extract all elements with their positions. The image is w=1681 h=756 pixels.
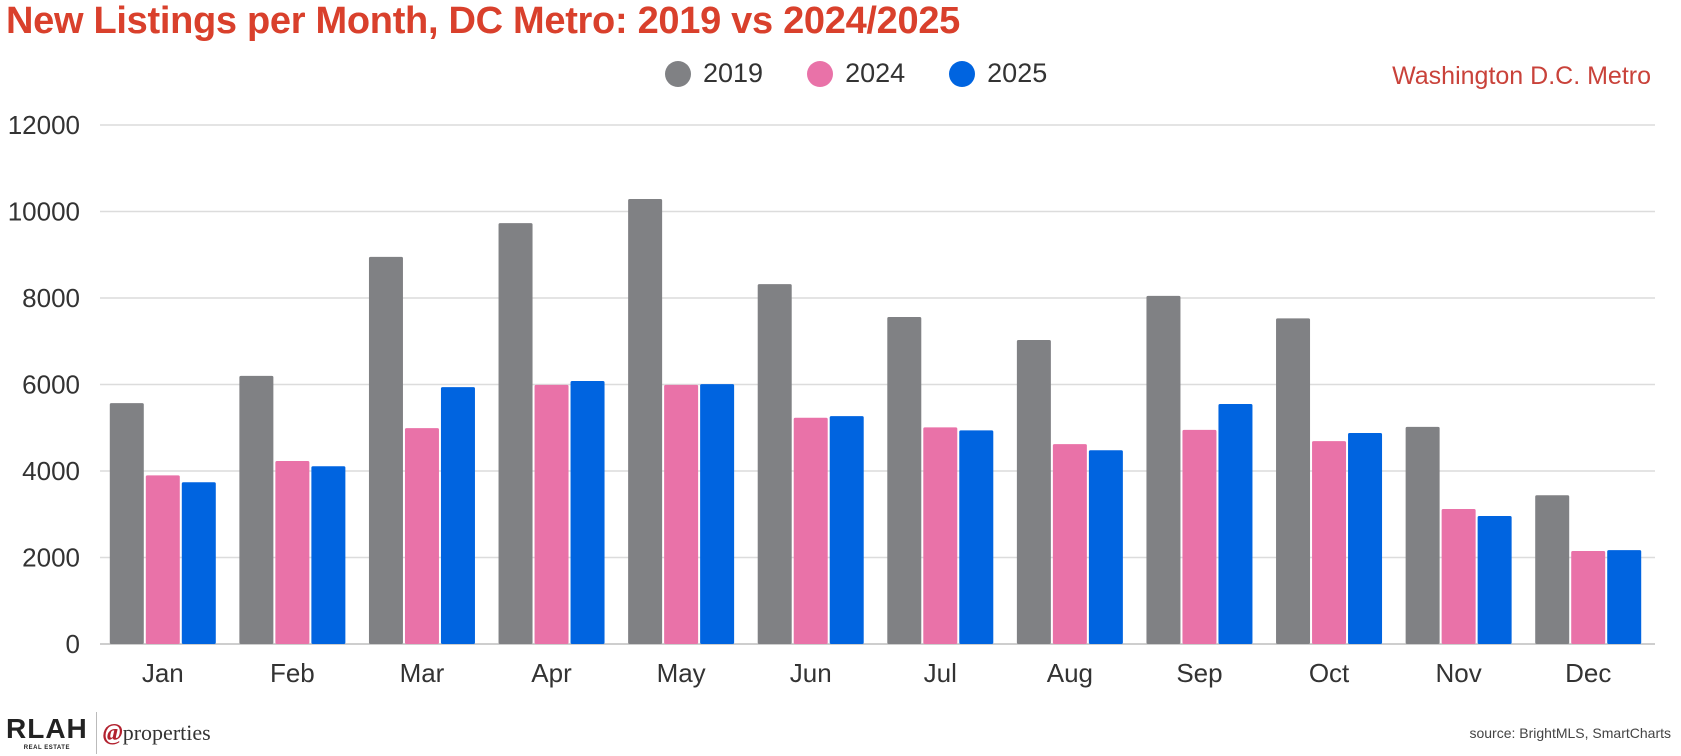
bar-2024-jan (145, 475, 180, 644)
y-tick-label: 0 (66, 629, 80, 659)
bar-2024-dec (1571, 551, 1606, 644)
bar-2025-feb (311, 466, 346, 644)
bar-2024-apr (534, 384, 569, 644)
bar-2019-jul (887, 317, 922, 644)
y-tick-label: 8000 (22, 283, 80, 313)
x-tick-label: Mar (400, 658, 445, 688)
chart-title: New Listings per Month, DC Metro: 2019 v… (6, 0, 961, 42)
bar-2025-aug (1088, 450, 1123, 644)
source-note: source: BrightMLS, SmartCharts (1469, 725, 1671, 741)
bar-2025-may (700, 384, 735, 644)
bar-2024-feb (275, 461, 310, 644)
bars (109, 198, 1642, 645)
bar-2019-may (628, 198, 663, 644)
bar-2019-mar (368, 256, 403, 644)
bar-2025-nov (1477, 515, 1512, 644)
y-axis-ticks: 0 2000 4000 6000 8000 10000 12000 (8, 110, 80, 659)
gridlines (100, 124, 1655, 645)
y-tick-label: 10000 (8, 197, 80, 227)
bar-2025-mar (440, 387, 475, 644)
legend: 2019 2024 2025 (665, 58, 1091, 89)
x-tick-label: Sep (1176, 658, 1222, 688)
x-tick-label: Jun (790, 658, 832, 688)
bar-2024-mar (404, 428, 439, 644)
y-tick-label: 4000 (22, 456, 80, 486)
y-tick-label: 6000 (22, 370, 80, 400)
bar-2025-jul (959, 430, 994, 644)
legend-swatch-2025 (949, 60, 976, 87)
x-tick-label: Aug (1047, 658, 1093, 688)
bar-2019-dec (1535, 495, 1570, 644)
y-tick-label: 2000 (22, 543, 80, 573)
bar-2025-sep (1218, 403, 1253, 644)
x-tick-label: Apr (531, 658, 572, 688)
bar-2024-aug (1052, 444, 1087, 644)
bar-2024-may (664, 384, 699, 644)
bar-2025-jun (829, 416, 864, 644)
legend-label-2019: 2019 (703, 58, 764, 88)
x-tick-label: Jul (924, 658, 957, 688)
rlah-logo-subtext: REAL ESTATE (23, 745, 70, 751)
bar-2019-apr (498, 223, 533, 645)
bar-2025-apr (570, 381, 605, 644)
bar-2019-sep (1146, 295, 1181, 644)
logo-divider (95, 712, 97, 754)
x-tick-label: Jan (142, 658, 184, 688)
x-tick-label: Nov (1436, 658, 1482, 688)
y-tick-label: 12000 (8, 110, 80, 140)
at-properties-logo-text: properties (122, 720, 211, 745)
legend-swatch-2019 (665, 60, 691, 87)
bar-2024-sep (1182, 429, 1217, 644)
legend-item-2019: 2019 (665, 58, 763, 89)
bar-2024-oct (1312, 441, 1347, 644)
bar-2025-jan (181, 482, 216, 644)
x-axis-ticks: Jan Feb Mar Apr May Jun Jul Aug Sep Oct Nov Dec (142, 658, 1612, 688)
bar-2019-jan (109, 403, 144, 644)
bar-2024-jun (793, 417, 828, 644)
bar-2019-aug (1016, 339, 1051, 644)
legend-label-2024: 2024 (845, 58, 906, 88)
legend-swatch-2024 (807, 60, 834, 87)
region-label: Washington D.C. Metro (1392, 62, 1651, 90)
rlah-logo-text: RLAH (6, 713, 88, 744)
x-tick-label: May (657, 658, 706, 688)
bar-2019-jun (757, 284, 792, 644)
brand-logos: RLAH REAL ESTATE @ properties (6, 712, 211, 754)
bar-2019-oct (1276, 318, 1311, 644)
bar-2024-jul (923, 427, 958, 644)
bar-2019-nov (1405, 426, 1440, 644)
bar-2025-dec (1607, 550, 1642, 644)
legend-item-2024: 2024 (807, 58, 905, 89)
x-tick-label: Feb (270, 658, 315, 688)
x-tick-label: Oct (1309, 658, 1350, 688)
legend-item-2025: 2025 (949, 58, 1047, 89)
bar-2024-nov (1441, 509, 1476, 644)
rlah-logo: RLAH REAL ESTATE (6, 713, 88, 752)
at-properties-logo-icon: @ (102, 719, 123, 746)
bar-2025-oct (1348, 432, 1383, 644)
bar-2019-feb (239, 375, 274, 644)
x-tick-label: Dec (1565, 658, 1611, 688)
legend-label-2025: 2025 (987, 58, 1048, 88)
